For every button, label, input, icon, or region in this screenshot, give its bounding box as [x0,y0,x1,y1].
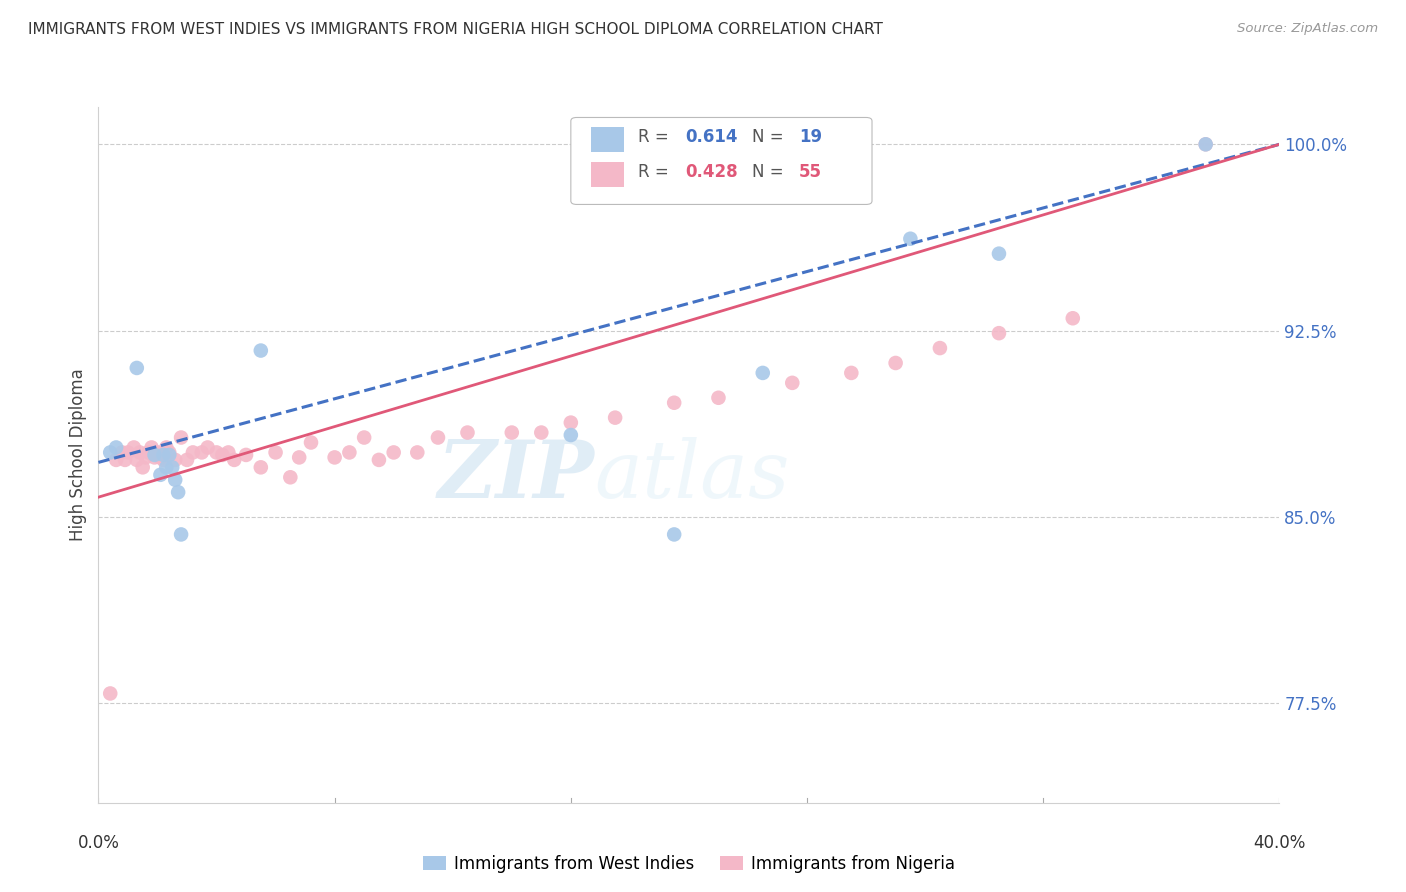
Point [987,326,1010,340]
Point [751,366,773,380]
Text: 55: 55 [799,162,821,181]
Point [884,356,907,370]
Point [117,445,139,459]
Text: N =: N = [752,128,789,146]
Point [264,445,287,459]
FancyBboxPatch shape [571,118,872,204]
Text: 19: 19 [799,128,823,146]
Text: Source: ZipAtlas.com: Source: ZipAtlas.com [1237,22,1378,36]
Point [135,450,157,465]
Point [125,360,148,375]
Point [664,395,686,409]
Point [456,425,478,440]
Point [288,450,311,465]
Point [664,527,686,541]
Point [530,425,553,440]
Point [143,448,166,462]
Point [197,441,219,455]
Point [152,448,174,462]
Point [132,460,155,475]
Point [337,445,360,459]
Point [250,460,273,475]
Point [157,448,180,462]
Point [205,445,228,459]
Point [224,453,246,467]
Text: atlas: atlas [595,437,790,515]
Text: 0.428: 0.428 [685,162,738,181]
Point [323,450,346,465]
Point [987,246,1010,260]
Text: 0.614: 0.614 [685,128,738,146]
Point [152,453,174,467]
Point [143,450,166,465]
Point [98,445,121,459]
Point [250,343,273,358]
Point [235,448,257,462]
Point [149,450,172,465]
Point [782,376,804,390]
Point [111,445,134,459]
Point [167,485,190,500]
Point [707,391,730,405]
Point [211,448,233,462]
FancyBboxPatch shape [591,162,624,187]
Point [1195,137,1218,152]
Point [105,441,128,455]
Point [406,445,429,459]
Point [427,430,450,444]
Point [217,445,239,459]
Point [560,416,582,430]
Y-axis label: High School Diploma: High School Diploma [69,368,87,541]
Point [170,430,193,444]
Point [605,410,627,425]
Point [114,453,136,467]
Text: R =: R = [638,162,673,181]
Point [900,232,922,246]
Text: 40.0%: 40.0% [1253,834,1306,852]
Point [157,445,180,459]
Point [176,453,198,467]
Point [353,430,375,444]
Point [1062,311,1084,326]
Point [141,441,163,455]
Point [125,453,148,467]
Text: ZIP: ZIP [437,437,595,515]
Point [105,453,128,467]
Text: N =: N = [752,162,789,181]
Point [122,441,145,455]
Point [162,460,183,475]
Point [149,467,172,482]
Text: 0.0%: 0.0% [77,834,120,852]
Point [928,341,950,355]
Point [278,470,302,484]
Point [299,435,322,450]
Point [382,445,405,459]
Point [839,366,862,380]
Point [165,453,187,467]
Legend: Immigrants from West Indies, Immigrants from Nigeria: Immigrants from West Indies, Immigrants … [416,848,962,880]
Point [501,425,523,440]
Point [128,445,150,459]
Point [191,445,214,459]
Point [138,445,160,459]
Point [155,441,177,455]
Point [170,527,193,541]
FancyBboxPatch shape [591,128,624,153]
Point [1195,137,1218,152]
Text: IMMIGRANTS FROM WEST INDIES VS IMMIGRANTS FROM NIGERIA HIGH SCHOOL DIPLOMA CORRE: IMMIGRANTS FROM WEST INDIES VS IMMIGRANT… [28,22,883,37]
Point [165,473,187,487]
Point [155,460,177,475]
Point [181,445,204,459]
Point [368,453,391,467]
Point [98,686,121,700]
Point [560,428,582,442]
Text: R =: R = [638,128,673,146]
Point [146,445,169,459]
